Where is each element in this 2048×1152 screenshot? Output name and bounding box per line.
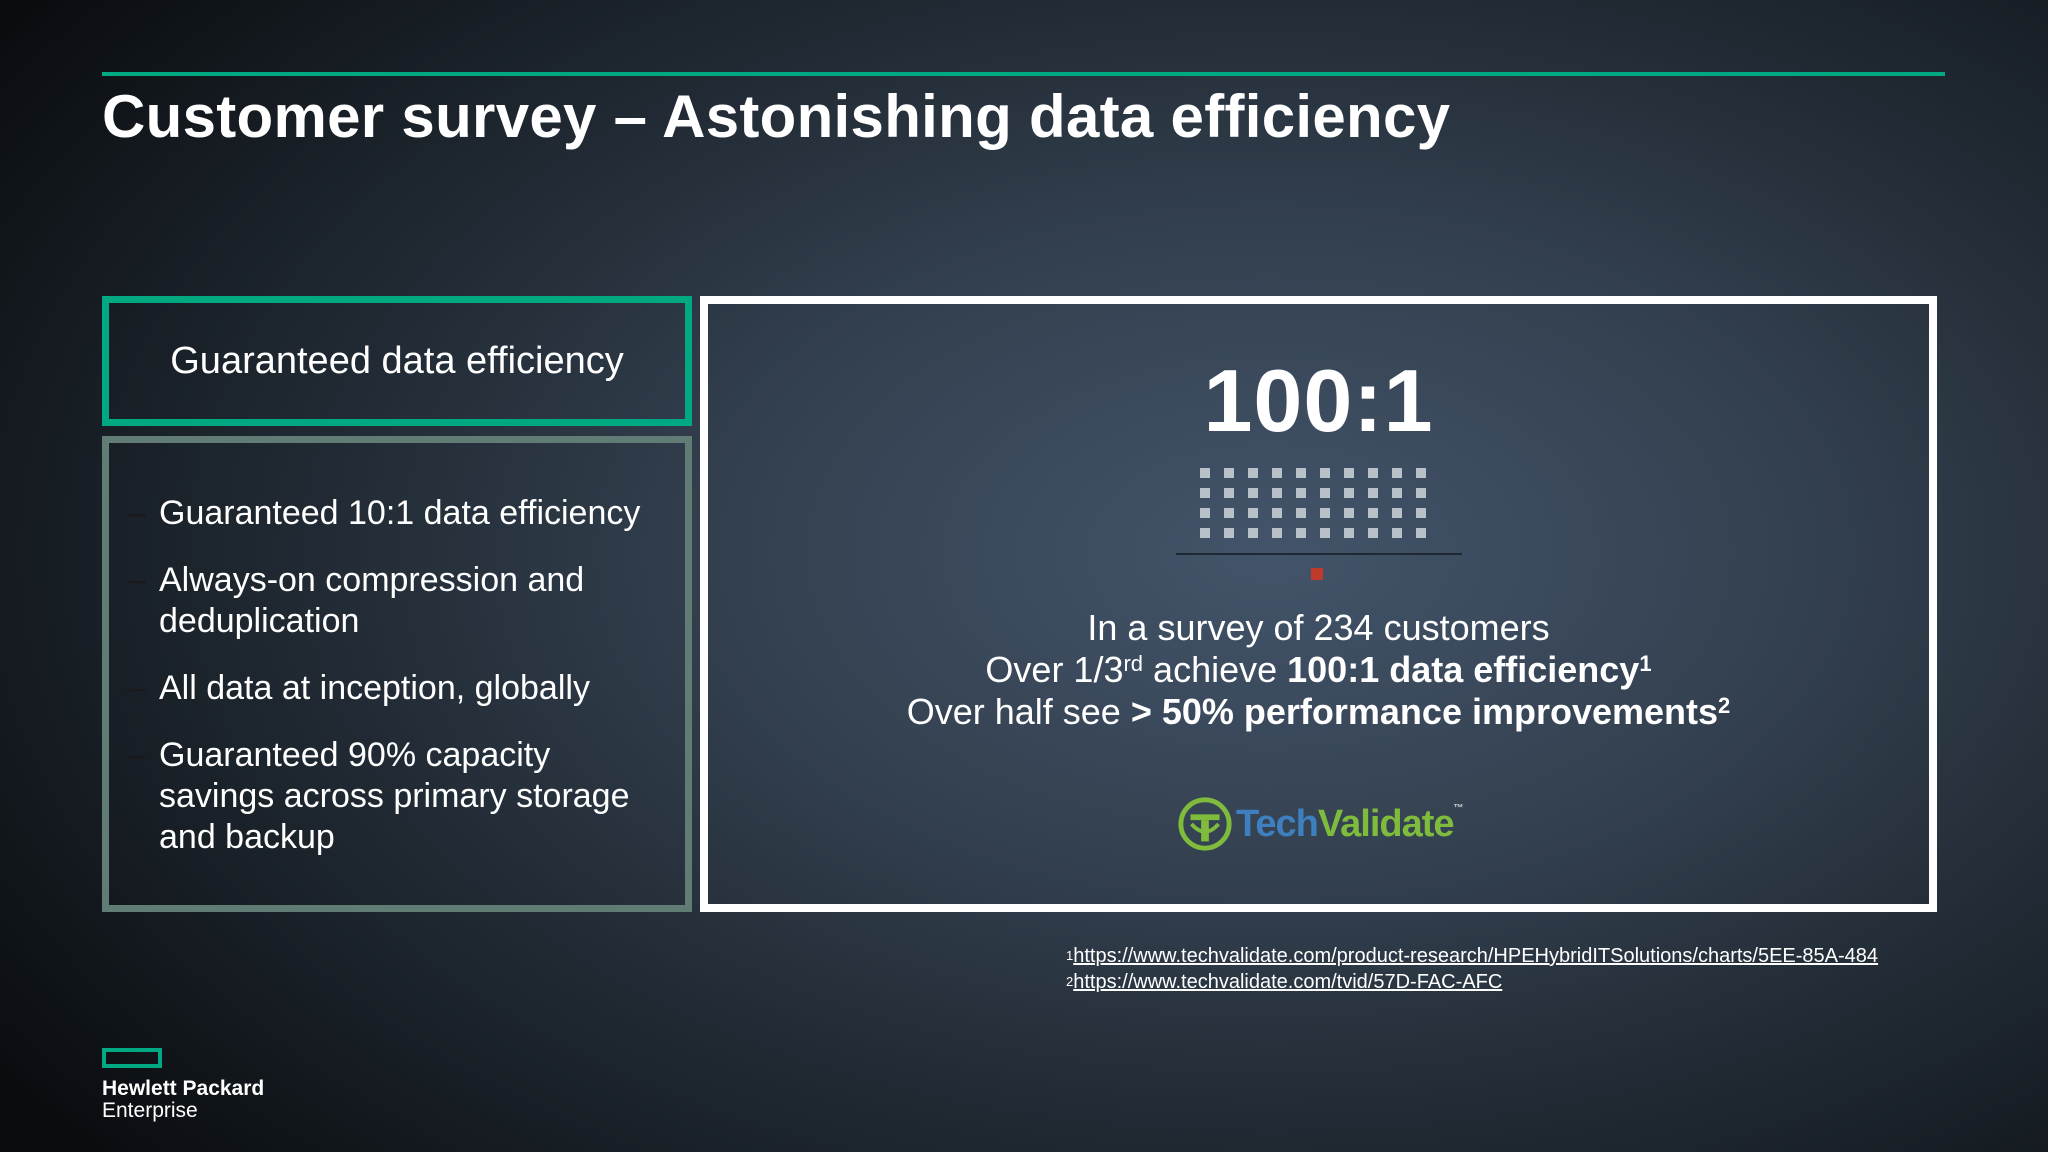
grid-dot (1224, 468, 1234, 478)
grid-dot (1344, 528, 1354, 538)
grid-dot (1392, 468, 1402, 478)
grid-dot (1416, 488, 1426, 498)
list-item: – All data at inception, globally (127, 668, 665, 709)
grid-dot (1200, 528, 1210, 538)
footnote-link-2[interactable]: https://www.techvalidate.com/tvid/57D-FA… (1073, 971, 1503, 993)
grid-dot (1368, 508, 1378, 518)
list-item-text: All data at inception, globally (159, 669, 590, 707)
grid-dot (1368, 468, 1378, 478)
top-accent-rule (102, 72, 1945, 76)
grid-dot (1368, 488, 1378, 498)
footnote-link-1[interactable]: https://www.techvalidate.com/product-res… (1073, 945, 1879, 967)
bullet-dash: – (127, 494, 146, 532)
grid-dot (1272, 468, 1282, 478)
list-item-text: Guaranteed 90% capacity savings across p… (159, 736, 630, 856)
grid-dot (1296, 488, 1306, 498)
survey-line-1: In a survey of 234 customers (1087, 607, 1550, 648)
grid-dot (1368, 528, 1378, 538)
list-item-text: Always-on compression and deduplication (159, 561, 585, 640)
grid-dot (1248, 508, 1258, 518)
hpe-rectangle-logo-icon (102, 1048, 162, 1068)
slide-title: Customer survey – Astonishing data effic… (102, 83, 1451, 150)
bullet-dash: – (127, 736, 146, 774)
grid-dot (1224, 528, 1234, 538)
grid-dot (1320, 488, 1330, 498)
grid-dot (1296, 468, 1306, 478)
grid-dot (1416, 468, 1426, 478)
list-item: – Guaranteed 90% capacity savings across… (127, 735, 665, 858)
grid-dot (1344, 508, 1354, 518)
grid-dot (1296, 508, 1306, 518)
left-panel-header-label: Guaranteed data efficiency (170, 339, 624, 382)
grid-dot (1200, 508, 1210, 518)
techvalidate-logo-icon (1178, 797, 1232, 851)
hpe-logo: Hewlett Packard Enterprise (102, 1048, 264, 1122)
grid-dot (1416, 528, 1426, 538)
grid-dot (1416, 508, 1426, 518)
techvalidate-logo: TechValidate™ (1176, 792, 1464, 856)
grid-dot (1344, 468, 1354, 478)
logo-trademark: ™ (1453, 802, 1464, 814)
hpe-brand-line-2: Enterprise (102, 1099, 198, 1122)
grid-dot (1320, 508, 1330, 518)
feature-list: – Guaranteed 10:1 data efficiency – Alwa… (127, 493, 665, 858)
left-panel-header: Guaranteed data efficiency (102, 296, 692, 426)
left-panel-list: – Guaranteed 10:1 data efficiency – Alwa… (102, 436, 692, 912)
grid-dot (1200, 468, 1210, 478)
grid-dot (1248, 488, 1258, 498)
grid-dot (1392, 488, 1402, 498)
bullet-dash: – (127, 669, 146, 707)
survey-statement: In a survey of 234 customers Over 1/3rd … (708, 607, 1929, 733)
grid-dot (1320, 468, 1330, 478)
grid-dot (1248, 468, 1258, 478)
survey-line-3: Over half see > 50% performance improvem… (906, 691, 1731, 732)
grid-dot (1392, 508, 1402, 518)
dot-grid-graphic (1200, 468, 1426, 538)
footnotes: 1https://www.techvalidate.com/product-re… (1066, 943, 1878, 995)
grid-dot (1296, 528, 1306, 538)
grid-dot (1200, 488, 1210, 498)
bullet-dash: – (127, 561, 146, 599)
survey-line-2: Over 1/3rd achieve 100:1 data efficiency… (985, 649, 1652, 690)
footnote-2: 2https://www.techvalidate.com/tvid/57D-F… (1066, 971, 1503, 993)
ratio-headline: 100:1 (1203, 351, 1434, 450)
list-item: – Always-on compression and deduplicatio… (127, 560, 665, 642)
grid-dot (1272, 508, 1282, 518)
logo-text-tech: Tech (1236, 802, 1319, 845)
grid-dot (1320, 528, 1330, 538)
grid-dot (1392, 528, 1402, 538)
survey-panel: 100:1 In a survey of 234 customers Over … (700, 296, 1937, 912)
grid-dot (1272, 528, 1282, 538)
list-item-text: Guaranteed 10:1 data efficiency (159, 494, 641, 532)
grid-dot (1224, 488, 1234, 498)
grid-dot (1272, 488, 1282, 498)
hpe-brand-line-1: Hewlett Packard (102, 1077, 265, 1100)
list-item: – Guaranteed 10:1 data efficiency (127, 493, 665, 534)
grid-dot (1224, 508, 1234, 518)
graphic-baseline (1176, 553, 1462, 555)
highlighted-dot (1311, 568, 1323, 580)
logo-text-validate: Validate (1317, 802, 1455, 845)
grid-dot (1248, 528, 1258, 538)
footnote-1: 1https://www.techvalidate.com/product-re… (1066, 945, 1879, 967)
grid-dot (1344, 488, 1354, 498)
